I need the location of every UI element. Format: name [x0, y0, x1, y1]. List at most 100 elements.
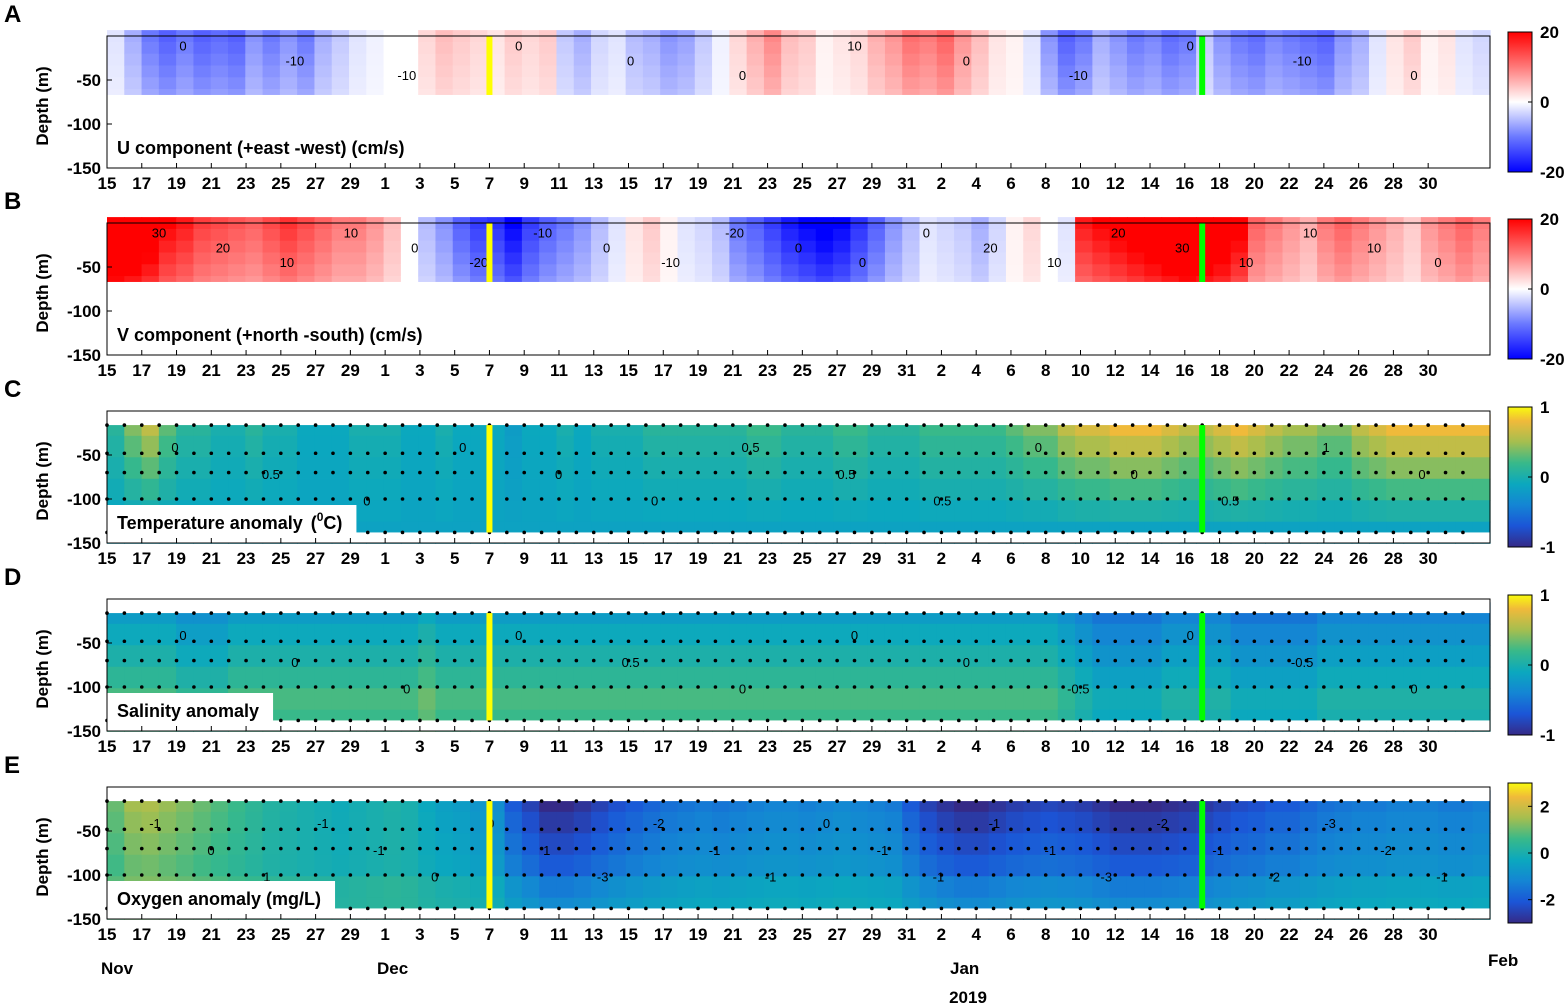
heatmap-cell: [1144, 854, 1163, 877]
heatmap-cell: [1472, 500, 1491, 523]
heatmap-cell: [141, 65, 160, 78]
heatmap-cell: [228, 264, 246, 277]
heatmap-cell: [1403, 833, 1422, 856]
sample-dot: [174, 658, 179, 663]
sample-dot: [817, 639, 822, 644]
heatmap-cell: [141, 435, 160, 458]
sample-dot: [1026, 846, 1031, 851]
heatmap-cell: [712, 264, 730, 277]
sample-dot: [522, 846, 527, 851]
heatmap-cell: [919, 876, 938, 899]
heatmap-cell: [971, 854, 990, 877]
sample-dot: [800, 639, 805, 644]
heatmap-cell: [1075, 252, 1093, 265]
heatmap-cell: [919, 854, 938, 877]
sample-dot: [1182, 906, 1187, 911]
heatmap-cell: [228, 623, 246, 646]
sample-dot: [1356, 846, 1361, 851]
heatmap-cell: [1403, 688, 1422, 711]
heatmap-cell: [1351, 435, 1370, 458]
heatmap-cell: [781, 264, 800, 277]
heatmap-cell: [660, 77, 679, 90]
heatmap-cell: [418, 666, 437, 689]
sample-dot: [1287, 658, 1291, 663]
sample-dot: [678, 423, 683, 427]
sample-dot: [1078, 530, 1083, 535]
sample-dot: [1061, 873, 1065, 877]
heatmap-cell: [677, 854, 696, 877]
sample-dot: [1130, 685, 1135, 689]
heatmap-cell: [107, 666, 125, 689]
x-tick-label: 29: [862, 737, 881, 756]
x-tick-label: 15: [619, 549, 638, 568]
colorbar-tick-label: -2: [1540, 891, 1555, 910]
sample-dot: [1374, 497, 1378, 501]
x-tick-label: 27: [306, 549, 325, 568]
sample-dot: [887, 873, 892, 877]
heatmap-cell: [245, 457, 264, 480]
heatmap-cell: [591, 688, 609, 711]
heatmap-cell: [400, 65, 419, 78]
sample-dot: [1304, 530, 1309, 535]
sample-dot: [400, 451, 405, 456]
sample-dot: [1391, 639, 1396, 644]
x-tick-label: 5: [450, 549, 459, 568]
heatmap-cell: [660, 833, 679, 856]
x-tick-label: 19: [689, 925, 708, 944]
sample-dot: [939, 658, 944, 663]
x-tick-label: 19: [167, 361, 186, 380]
heatmap-cell: [815, 854, 834, 877]
sample-dot: [870, 906, 874, 911]
heatmap-cell: [262, 645, 281, 668]
sample-dot: [1356, 470, 1361, 475]
heatmap-cell: [712, 478, 730, 501]
heatmap-cell: [988, 228, 1007, 242]
heatmap-cell: [1282, 65, 1301, 78]
heatmap-cell: [884, 811, 903, 834]
heatmap-cell: [383, 457, 402, 480]
sample-dot: [678, 611, 683, 615]
x-tick-label: 7: [485, 737, 494, 756]
heatmap-cell: [677, 53, 696, 67]
x-tick-label: 25: [793, 174, 812, 193]
sample-dot: [713, 530, 718, 535]
heatmap-cell: [642, 53, 661, 67]
sample-dot: [331, 718, 335, 723]
sample-dot: [1339, 718, 1344, 723]
heatmap-cell: [867, 688, 886, 711]
month-axis: Nov Dec Jan Feb 2019: [101, 951, 1518, 1006]
x-tick-label: 19: [167, 549, 186, 568]
sample-dot: [1026, 685, 1031, 689]
heatmap-cell: [919, 252, 938, 265]
sample-dot: [348, 423, 353, 427]
heatmap-cell: [625, 876, 644, 899]
green-marker: [1199, 425, 1206, 533]
heatmap-cell: [1247, 876, 1266, 899]
sample-dot: [470, 497, 474, 501]
sample-dot: [1461, 718, 1465, 723]
heatmap-cell: [400, 228, 419, 242]
sample-dot: [1078, 470, 1083, 475]
sample-dot: [1026, 799, 1031, 803]
x-tick-label: 4: [971, 549, 981, 568]
heatmap-cell: [435, 240, 454, 254]
heatmap-cell: [314, 77, 333, 90]
heatmap-cell: [833, 65, 851, 78]
heatmap-cell: [1057, 478, 1076, 501]
heatmap-cell: [591, 264, 609, 277]
sample-dot: [626, 906, 631, 911]
heatmap-cell: [971, 435, 990, 458]
heatmap-cell: [470, 623, 488, 646]
contour-label: 0: [1410, 68, 1417, 83]
sample-dot: [331, 423, 335, 427]
heatmap-cell: [1109, 457, 1128, 480]
heatmap-cell: [521, 53, 540, 67]
heatmap-cell: [1472, 623, 1491, 646]
heatmap-cell: [314, 65, 333, 78]
sample-dot: [557, 639, 561, 644]
sample-dot: [1426, 611, 1430, 615]
heatmap-cell: [1161, 876, 1180, 899]
heatmap-cell: [1230, 623, 1249, 646]
heatmap-cell: [1161, 65, 1180, 78]
sample-dot: [383, 497, 387, 501]
